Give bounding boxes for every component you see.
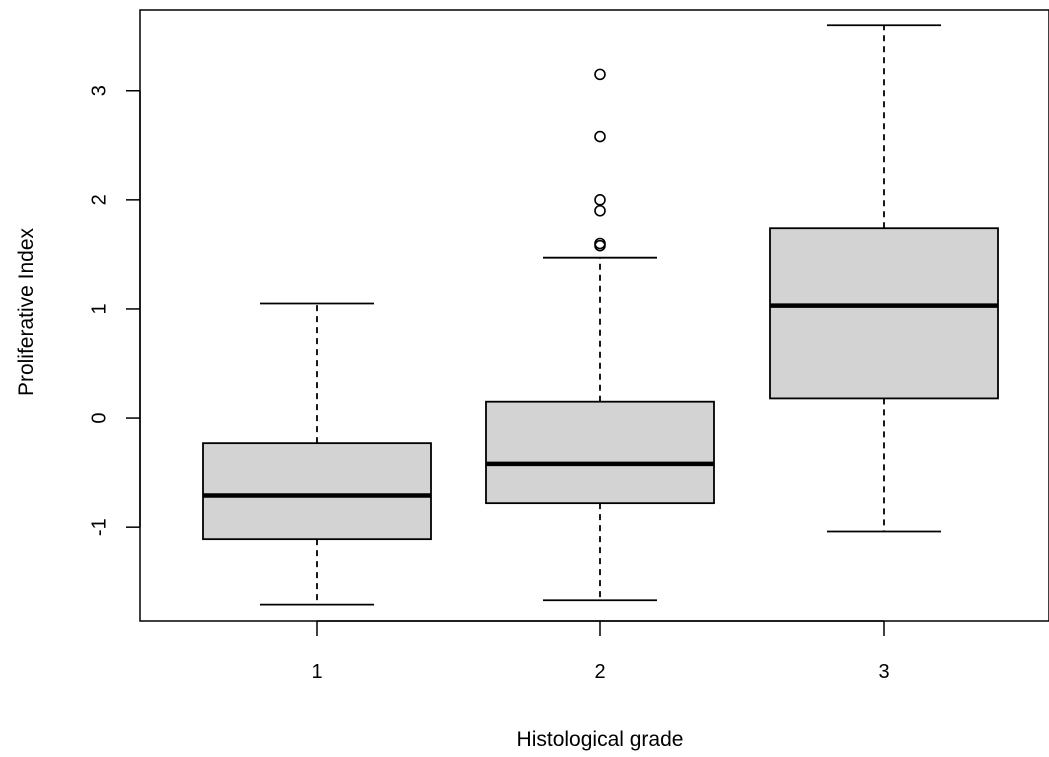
grade-2-outlier-2 — [594, 237, 606, 250]
grade-3-box — [769, 227, 999, 400]
y-tick-label-2: 2 — [88, 194, 110, 205]
plot-area: 1 2 3 -1 0 1 2 3 — [88, 9, 1049, 683]
y-tick-label-3: 3 — [88, 85, 110, 96]
grade-2-outlier-5 — [594, 130, 606, 143]
x-tick-label-3: 3 — [878, 661, 889, 683]
grade-2-outlier-6 — [594, 68, 606, 81]
grade-1-box — [202, 442, 432, 541]
x-axis-title: Histological grade — [517, 728, 684, 751]
grade-2-outlier-3 — [594, 204, 606, 217]
y-axis-title: Proliferative Index — [15, 227, 38, 396]
y-tick-label-1: 1 — [88, 303, 110, 314]
y-tick-label-0: 0 — [88, 412, 110, 423]
grade-2-outlier-4 — [594, 194, 606, 206]
y-tick-label--1: -1 — [88, 518, 110, 536]
x-tick-label-2: 2 — [594, 661, 605, 683]
x-tick-label-1: 1 — [311, 661, 322, 683]
grade-2-box — [485, 400, 715, 505]
